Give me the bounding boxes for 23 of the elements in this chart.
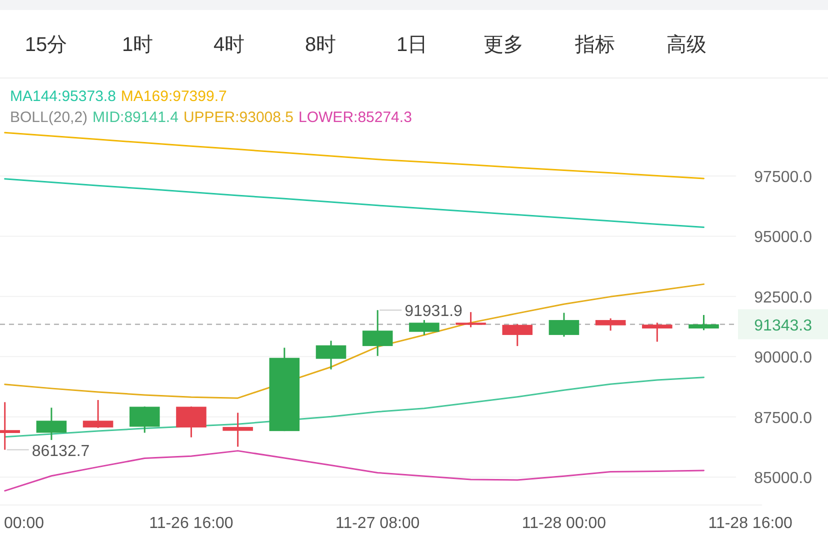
y-tick-label: 95000.0 (754, 229, 812, 246)
x-tick-label: 11-28 00:00 (522, 515, 606, 532)
line-series (4, 132, 705, 180)
candlestick (688, 314, 719, 331)
legend: MA144:95373.8 MA169:97399.7 BOLL(20,2) MID:89141.4 UPPER:93008.5 LOWER:85274.3 (10, 88, 412, 126)
x-tick-label: 11-26 16:00 (149, 515, 234, 532)
ref-line-label: 91343.3 (754, 317, 812, 334)
line-series (4, 376, 705, 438)
y-tick-label: 85000.0 (754, 470, 812, 488)
line-series (4, 178, 705, 228)
y-tick-label: 87500.0 (754, 410, 812, 427)
annotation: 86132.7 (32, 442, 90, 460)
x-tick-label: 11-28 16:00 (708, 515, 793, 532)
x-tick-label: 00:00 (4, 515, 44, 532)
candlestick (222, 412, 253, 448)
y-tick-label: 92500.0 (754, 289, 812, 306)
y-tick-label: 97500.0 (754, 169, 812, 186)
annotation: 91931.9 (404, 303, 463, 320)
x-tick-label: 11-27 08:00 (335, 515, 420, 532)
candlestick (642, 322, 672, 342)
tabs: 15分 1时 4时 8时 1日 更多 指标 高级 (24, 34, 706, 56)
line-series (4, 283, 705, 399)
y-tick-label: 90000.0 (754, 350, 812, 367)
